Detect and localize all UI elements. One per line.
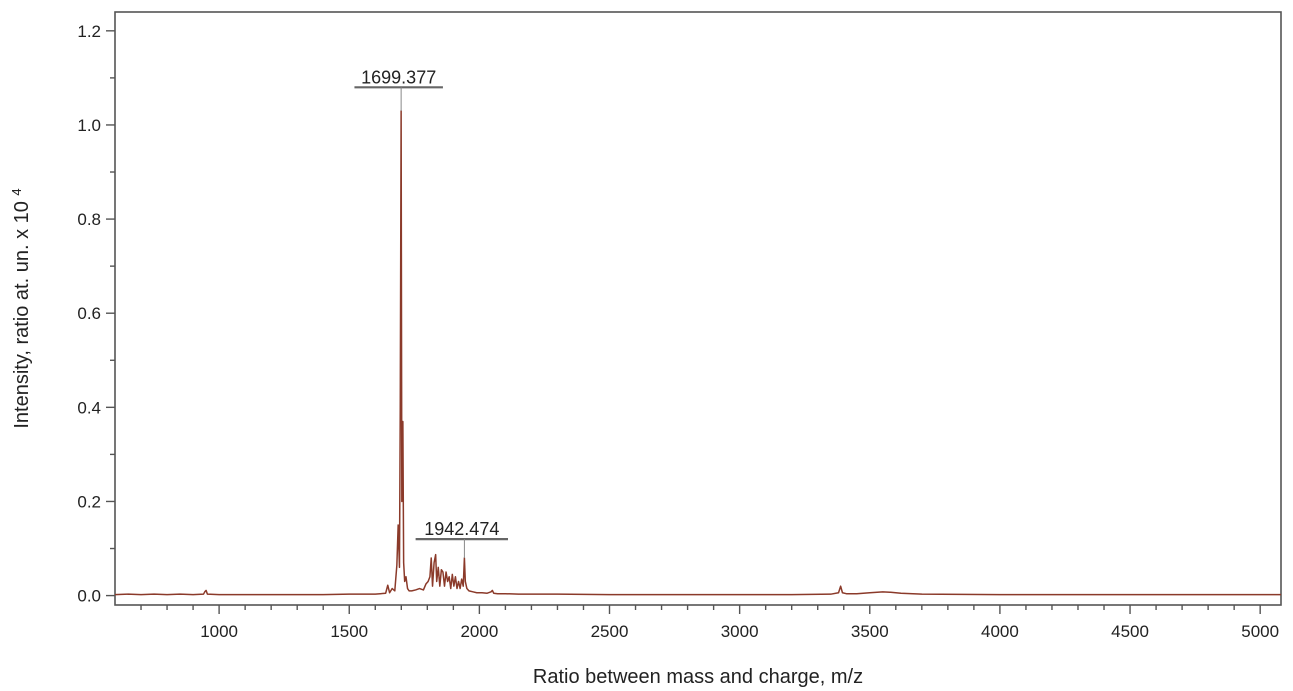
x-axis-ticks: 1000 1500 2000 2500 3000 3500 4000 4500 5000 [140, 605, 1279, 641]
y-axis-title: Intensity, ratio at. un. x 10 4 [9, 188, 34, 428]
y-tick-label: 0.0 [77, 587, 101, 606]
peak-label: 1699.377 [361, 67, 436, 87]
x-tick-label: 3000 [721, 622, 759, 641]
x-tick-label: 2000 [460, 622, 498, 641]
x-axis-title: Ratio between mass and charge, m/z [533, 666, 863, 688]
x-tick-label: 4500 [1111, 622, 1149, 641]
y-axis-title-main: Intensity, ratio at. un. x 10 [11, 201, 33, 429]
y-tick-label: 0.6 [77, 304, 101, 323]
x-tick-label: 5000 [1241, 622, 1279, 641]
spectrum-line [114, 110, 1281, 596]
y-tick-label: 0.8 [77, 210, 101, 229]
x-tick-label: 3500 [851, 622, 889, 641]
x-tick-label: 2500 [591, 622, 629, 641]
peak-label: 1942.474 [424, 519, 499, 539]
y-tick-label: 1.0 [77, 116, 101, 135]
plot-frame [114, 11, 1282, 606]
x-tick-label: 1000 [200, 622, 238, 641]
y-axis-title-exponent: 4 [9, 188, 24, 195]
y-axis-ticks: 0.0 0.2 0.4 0.6 0.8 1.0 1.2 [77, 22, 115, 606]
y-tick-label: 1.2 [77, 22, 101, 41]
peak-annotations: 1699.377 1942.474 [354, 67, 509, 558]
spectrum-series-layer [114, 110, 1281, 596]
x-tick-label: 4000 [981, 622, 1019, 641]
y-tick-label: 0.2 [77, 492, 101, 511]
y-tick-label: 0.4 [77, 398, 101, 417]
x-tick-label: 1500 [330, 622, 368, 641]
